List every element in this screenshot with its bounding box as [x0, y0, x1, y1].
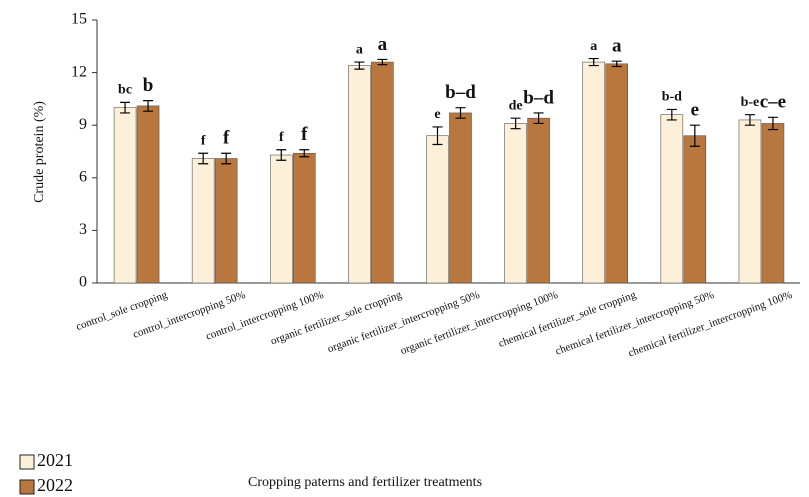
error-bar [666, 108, 677, 121]
bar [292, 152, 316, 284]
bar [136, 105, 160, 284]
significance-letter: c–e [760, 92, 786, 113]
significance-letter: de [509, 98, 523, 113]
y-axis-label: Crude protein (%) [32, 101, 47, 203]
significance-letter: b-d [662, 90, 682, 105]
legend-label: 2021 [37, 450, 73, 470]
error-bar [143, 100, 154, 112]
y-tick-label: 6 [79, 168, 87, 185]
bar [426, 135, 449, 284]
bar [660, 114, 684, 284]
bar [527, 117, 550, 284]
significance-letter: a [378, 34, 388, 55]
error-bar [744, 114, 755, 126]
y-tick-label: 0 [79, 274, 87, 291]
significance-letter: b-e [741, 95, 760, 110]
error-bar [588, 57, 599, 67]
error-bar [299, 149, 310, 158]
y-tick-label: 12 [71, 63, 87, 80]
error-bar [455, 107, 466, 119]
significance-letter: a [590, 39, 597, 54]
significance-letter: f [301, 124, 308, 145]
significance-letter: bc [118, 83, 132, 98]
error-bar [689, 124, 700, 147]
bar [191, 158, 215, 284]
bar [504, 123, 527, 284]
bar [113, 107, 137, 284]
error-bar [611, 60, 622, 68]
bar [761, 123, 785, 284]
significance-letter: b [143, 75, 154, 96]
significance-letter: f [223, 128, 230, 149]
legend-label: 2022 [37, 475, 73, 495]
bar [605, 63, 629, 284]
x-tick-label: organic fertilizer_sole cropping [269, 289, 404, 348]
bar [269, 154, 293, 284]
legend-swatch [19, 479, 35, 495]
error-bar [377, 58, 388, 66]
y-tick-label: 9 [79, 116, 87, 133]
error-bar [510, 117, 521, 130]
bar [348, 65, 371, 284]
error-bar [767, 116, 778, 131]
significance-letter: b–d [523, 87, 554, 108]
significance-letter: f [201, 133, 206, 148]
bar [738, 119, 762, 284]
error-bar [432, 126, 443, 146]
bar [582, 61, 606, 284]
significance-letter: f [279, 130, 284, 145]
error-bar [221, 152, 232, 165]
significance-letter: a [356, 42, 363, 57]
significance-letter: a [612, 36, 622, 57]
significance-letter: e [434, 107, 440, 122]
bar [683, 135, 707, 284]
significance-letter: e [691, 100, 699, 121]
x-axis-label: Cropping paterns and fertilizer treatmen… [248, 475, 482, 490]
legend-swatch [19, 454, 35, 470]
error-bar [354, 61, 365, 70]
y-tick-label: 3 [79, 221, 87, 238]
error-bar [533, 112, 544, 125]
bar [371, 61, 394, 284]
error-bar [276, 149, 287, 161]
y-tick-label: 15 [71, 11, 87, 28]
bar [214, 158, 238, 284]
error-bar [198, 152, 209, 165]
error-bar [120, 101, 131, 114]
significance-letter: b–d [445, 82, 476, 103]
bar [449, 112, 472, 284]
